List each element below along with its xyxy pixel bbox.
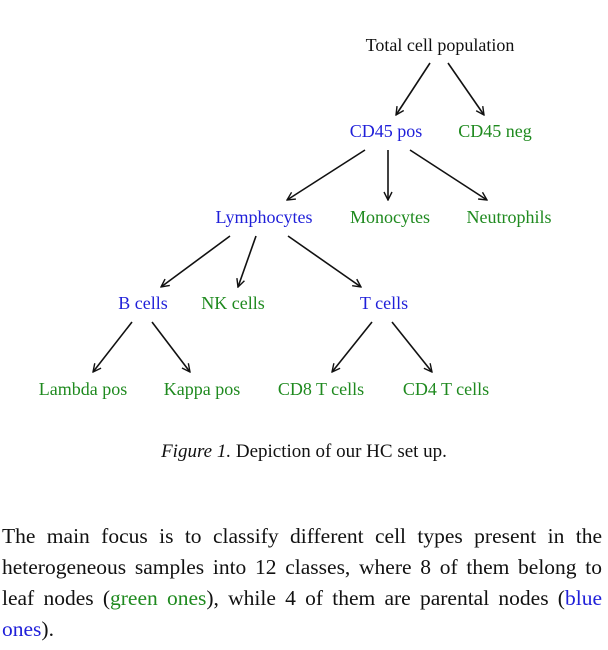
- node-total-cell-population: Total cell population: [365, 35, 515, 55]
- edge-lymphocytes-nkcells: [238, 235, 257, 287]
- paragraph-part-1: The main focus is to classify different …: [2, 524, 602, 610]
- node-cd45-pos: CD45 pos: [349, 121, 423, 141]
- node-b-cells: B cells: [118, 293, 168, 313]
- node-lambda-pos: Lambda pos: [38, 379, 128, 399]
- blue-ones-text: blue ones: [2, 586, 603, 641]
- edge-cd45pos-lymphocytes: [287, 149, 366, 200]
- edge-cd45pos-neutrophils: [409, 149, 487, 200]
- edge-bcells-lambda: [93, 321, 133, 372]
- node-t-cells: T cells: [359, 293, 409, 313]
- node-cd45-neg: CD45 neg: [458, 121, 532, 141]
- node-monocytes: Monocytes: [350, 207, 430, 227]
- edge-total-cd45pos: [396, 62, 431, 115]
- node-neutrophils: Neutrophils: [466, 207, 552, 227]
- node-cd4-t-cells: CD4 T cells: [402, 379, 490, 399]
- edge-bcells-kappa: [151, 321, 190, 372]
- edge-total-cd45neg: [447, 62, 484, 115]
- edge-tcells-cd8: [332, 321, 373, 372]
- edge-tcells-cd4: [391, 321, 432, 372]
- edge-lymphocytes-bcells: [161, 235, 231, 287]
- hierarchy-figure: Total cell population CD45 pos CD45 neg …: [0, 35, 608, 420]
- node-kappa-pos: Kappa pos: [163, 379, 241, 399]
- edge-lymphocytes-tcells: [287, 235, 361, 287]
- paragraph-part-2: ), while 4 of them are parental nodes (: [206, 586, 565, 610]
- caption-label: Figure 1.: [161, 441, 232, 462]
- figure-caption: Figure 1. Depiction of our HC set up.: [0, 440, 608, 464]
- node-lymphocytes: Lymphocytes: [215, 207, 313, 227]
- paragraph-part-3: ).: [41, 617, 54, 641]
- node-cd8-t-cells: CD8 T cells: [277, 379, 365, 399]
- node-nk-cells: NK cells: [201, 293, 265, 313]
- green-ones-text: green ones: [110, 586, 207, 610]
- body-paragraph: The main focus is to classify different …: [2, 521, 602, 645]
- hierarchy-edges: [0, 62, 608, 420]
- caption-text: Depiction of our HC set up.: [231, 441, 447, 462]
